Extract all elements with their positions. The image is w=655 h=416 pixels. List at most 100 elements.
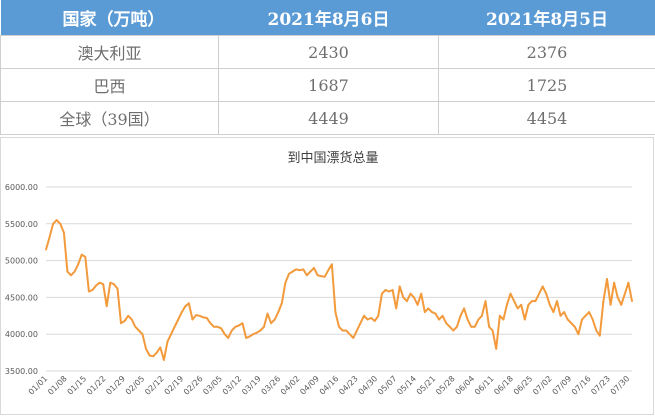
data-point: [298, 269, 301, 272]
data-point: [109, 281, 112, 284]
header-country: 国家（万吨）: [0, 0, 219, 36]
data-point: [527, 303, 530, 306]
data-point: [377, 314, 380, 317]
x-tick-label: 01/01: [27, 374, 50, 397]
data-point: [266, 312, 269, 315]
data-point: [473, 325, 476, 328]
data-point: [391, 289, 394, 291]
x-tick-label: 07/23: [589, 374, 612, 397]
data-point: [434, 312, 437, 315]
x-axis-ticks: 01/0101/0801/1501/2201/2902/0502/1202/19…: [27, 374, 632, 397]
data-point: [491, 329, 494, 332]
data-point: [606, 278, 608, 280]
data-point: [252, 333, 255, 336]
data-point: [191, 318, 194, 321]
data-point: [577, 333, 580, 336]
x-tick-label: 05/14: [395, 374, 418, 397]
data-point: [177, 318, 180, 321]
data-point: [309, 270, 312, 273]
y-tick-label: 5500.00: [5, 220, 38, 229]
data-point: [620, 303, 623, 306]
data-point: [238, 324, 240, 327]
data-point: [45, 248, 47, 251]
data-point: [213, 325, 215, 328]
data-point: [352, 337, 355, 339]
data-point: [506, 303, 508, 306]
data-point: [334, 311, 337, 313]
data-point: [198, 314, 201, 317]
table-row: 全球（39国） 4449 4454: [0, 101, 655, 135]
data-point: [395, 307, 398, 310]
table-row: 巴西 1687 1725: [0, 68, 655, 102]
data-point: [95, 284, 97, 287]
line-chart: 到中国漂货总量 3500.00 4000.00 4500.00 5000.00 5500…: [5, 150, 633, 397]
data-point: [624, 292, 626, 295]
x-tick-label: 07/02: [531, 374, 554, 397]
data-point: [613, 281, 615, 284]
data-point: [216, 325, 219, 328]
data-point: [559, 314, 562, 317]
data-point: [102, 283, 105, 286]
data-point: [63, 231, 65, 234]
data-point: [302, 268, 305, 271]
data-point: [441, 314, 444, 317]
x-tick-label: 04/16: [318, 374, 341, 397]
data-point: [291, 270, 294, 273]
data-point: [409, 292, 412, 295]
data-point: [538, 292, 540, 295]
data-point: [230, 329, 233, 332]
data-point: [584, 314, 587, 317]
data-point: [170, 333, 173, 336]
chart-frame: [0, 137, 654, 415]
data-point: [223, 333, 226, 336]
data-point: [548, 303, 551, 306]
table-header-row: 国家（万吨） 2021年8月6日 2021年8月5日: [0, 0, 655, 36]
x-tick-label: 05/07: [376, 374, 399, 397]
data-point: [138, 329, 140, 332]
data-point: [616, 296, 619, 299]
data-point: [295, 268, 297, 271]
header-date-1: 2021年8月6日: [218, 0, 439, 36]
summary-table: 国家（万吨） 2021年8月6日 2021年8月5日 澳大利亚 2430 237…: [0, 0, 655, 135]
data-point: [595, 329, 598, 332]
chart-title: 到中国漂货总量: [287, 150, 378, 166]
data-point: [381, 292, 383, 295]
data-point: [513, 300, 515, 302]
x-tick-label: 04/09: [298, 374, 321, 397]
data-point: [402, 296, 405, 299]
data-point: [73, 270, 76, 273]
data-point: [323, 275, 326, 278]
data-point: [466, 318, 469, 321]
x-tick-label: 06/25: [512, 374, 535, 397]
data-point: [484, 300, 487, 302]
x-tick-label: 01/15: [66, 374, 89, 397]
data-point: [488, 325, 490, 328]
data-point: [459, 314, 462, 317]
x-tick-label: 03/05: [201, 374, 224, 397]
data-point: [123, 320, 126, 322]
y-tick-label: 4000.00: [5, 330, 38, 339]
data-point: [202, 316, 205, 319]
data-point: [180, 311, 183, 313]
data-point: [91, 289, 94, 291]
x-tick-label: 03/19: [240, 374, 263, 397]
data-point: [316, 274, 319, 277]
data-point: [445, 322, 448, 325]
data-point: [288, 272, 290, 275]
data-point: [55, 219, 58, 221]
x-tick-label: 04/02: [279, 374, 302, 397]
data-point: [173, 325, 176, 328]
data-point: [498, 314, 501, 317]
data-point: [130, 318, 133, 321]
row-country: 巴西: [0, 68, 219, 102]
data-point: [384, 289, 387, 291]
table-row: 澳大利亚 2430 2376: [0, 35, 655, 69]
data-point: [581, 318, 583, 321]
data-point: [477, 318, 480, 321]
data-point: [234, 325, 237, 328]
data-point: [248, 335, 251, 338]
data-point: [159, 346, 162, 349]
data-point: [84, 256, 87, 258]
data-point: [398, 285, 401, 288]
data-point: [523, 318, 526, 321]
